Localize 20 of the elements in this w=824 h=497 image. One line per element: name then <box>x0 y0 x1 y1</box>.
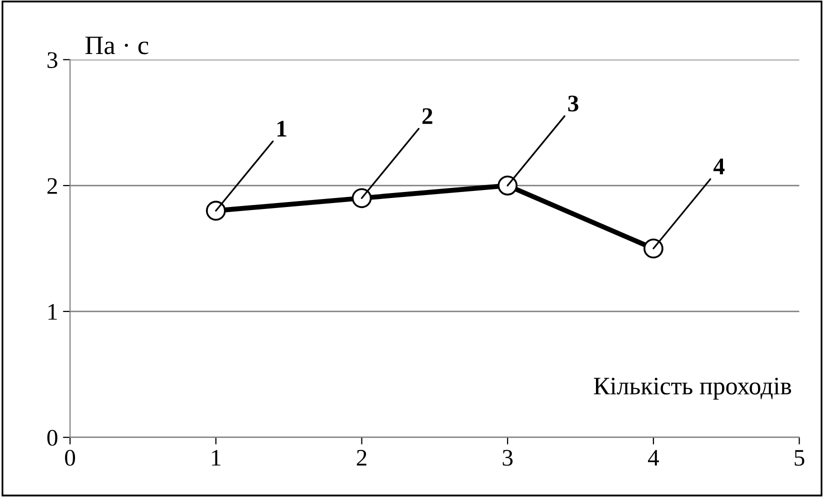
x-tick-label: 5 <box>794 450 804 466</box>
x-tick-label: 0 <box>65 450 76 466</box>
point <box>206 200 226 221</box>
y-tick-label: 2 <box>47 178 57 194</box>
point <box>498 176 518 196</box>
annotation: 2 <box>422 108 432 124</box>
y-axis-title: Па · с <box>85 36 148 54</box>
x-axis-title: Кількість проходів <box>594 378 792 400</box>
x-tick-label: 1 <box>212 450 220 466</box>
annotation: 3 <box>568 96 578 112</box>
y-tick-label: 1 <box>48 304 57 320</box>
x-tick-label: 4 <box>648 450 659 466</box>
y-tick-label: 3 <box>48 52 58 68</box>
annotation: 4 <box>713 158 725 174</box>
y-tick-label: 0 <box>47 430 58 446</box>
annotation: 1 <box>278 120 286 136</box>
point <box>644 238 664 258</box>
x-tick-label: 3 <box>502 450 513 466</box>
x-tick-label: 2 <box>356 450 366 466</box>
point <box>352 188 372 208</box>
